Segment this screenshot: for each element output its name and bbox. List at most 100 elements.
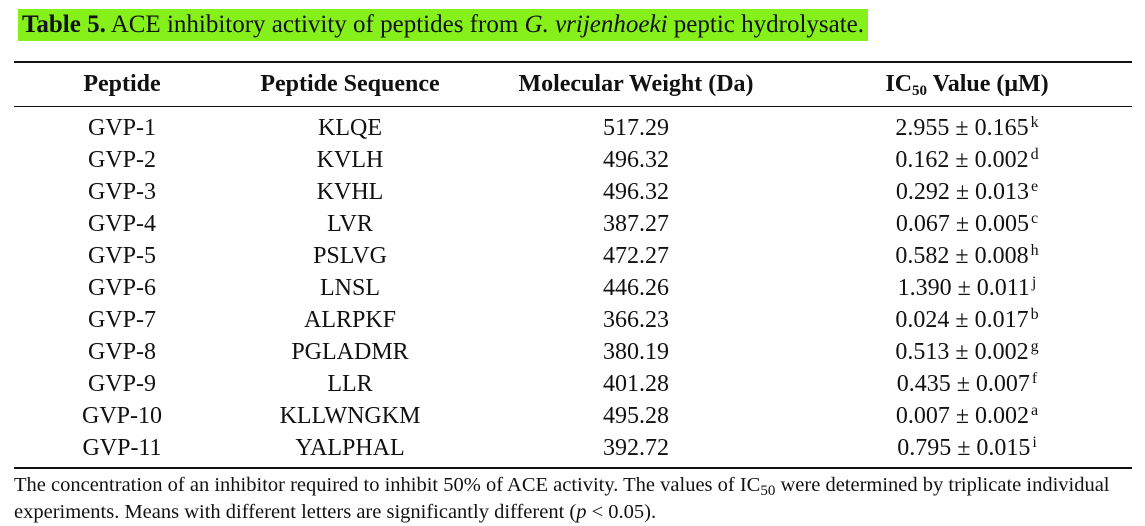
footnote-text-2: were determined by triplicate individual… — [14, 474, 1110, 523]
footnote-sub: 50 — [760, 483, 776, 499]
table-body: GVP-1 KLQE 517.29 2.955 ± 0.165 k GVP-2 KVLH 49… — [14, 112, 1132, 464]
footnote-text-3: < 0.05). — [586, 501, 657, 523]
cell-sequence: LLR — [327, 371, 373, 397]
cell-ic50: 0.162 ± 0.002 d — [802, 144, 1132, 176]
cell-ic50: 2.955 ± 0.165 k — [802, 112, 1132, 144]
cell-peptide: GVP-9 — [87, 371, 156, 397]
caption-text-before: ACE inhibitory activity of peptides from — [105, 11, 525, 38]
significance-letter: j — [1031, 274, 1037, 291]
significance-letter: d — [1030, 146, 1039, 163]
cell-ic50: 0.582 ± 0.008 h — [802, 240, 1132, 272]
cell-sequence: LVR — [327, 211, 373, 237]
cell-molecular-weight: 380.19 — [603, 339, 669, 365]
ic50-value: 0.024 ± 0.017 — [895, 307, 1029, 333]
table-row: GVP-1 KLQE 517.29 2.955 ± 0.165 k — [14, 112, 1132, 144]
cell-ic50: 0.795 ± 0.015 i — [802, 432, 1132, 464]
ic50-value: 2.955 ± 0.165 — [895, 115, 1029, 141]
header-ic50-sub: 50 — [912, 83, 928, 99]
table-row: GVP-10 KLLWNGKM 495.28 0.007 ± 0.002 a — [14, 400, 1132, 432]
cell-peptide: GVP-2 — [87, 147, 156, 173]
cell-sequence: KVHL — [316, 179, 384, 205]
table-row: GVP-7 ALRPKF 366.23 0.024 ± 0.017 b — [14, 304, 1132, 336]
significance-letter: i — [1032, 434, 1037, 451]
cell-ic50: 0.007 ± 0.002 a — [802, 400, 1132, 432]
cell-sequence: LNSL — [320, 275, 380, 301]
cell-peptide: GVP-7 — [87, 307, 156, 333]
cell-ic50: 0.435 ± 0.007 f — [802, 368, 1132, 400]
cell-peptide: GVP-1 — [87, 115, 156, 141]
caption-text-after: peptic hydrolysate. — [667, 11, 865, 38]
cell-peptide: GVP-6 — [87, 275, 156, 301]
cell-peptide: GVP-11 — [82, 435, 162, 461]
significance-letter: f — [1031, 370, 1038, 387]
cell-peptide: GVP-5 — [87, 243, 156, 269]
table-row: GVP-2 KVLH 496.32 0.162 ± 0.002 d — [14, 144, 1132, 176]
caption-highlight: Table 5. ACE inhibitory activity of pept… — [18, 9, 869, 41]
cell-peptide: GVP-4 — [87, 211, 156, 237]
table-row: GVP-4 LVR 387.27 0.067 ± 0.005 c — [14, 208, 1132, 240]
cell-sequence: KLQE — [318, 115, 382, 141]
caption-label: Table 5. — [22, 11, 106, 38]
ic50-value: 0.067 ± 0.005 — [895, 211, 1030, 237]
significance-letter: g — [1030, 338, 1039, 355]
cell-sequence: PGLADMR — [291, 339, 409, 365]
table-footnote: The concentration of an inhibitor requir… — [14, 472, 1134, 526]
table-row: GVP-5 PSLVG 472.27 0.582 ± 0.008 h — [14, 240, 1132, 272]
significance-letter: e — [1031, 178, 1039, 195]
cell-ic50: 0.292 ± 0.013 e — [802, 176, 1132, 208]
header-ic50-suffix: Value (μM) — [927, 71, 1049, 97]
table-row: GVP-6 LNSL 446.26 1.390 ± 0.011 j — [14, 272, 1132, 304]
cell-sequence: KLLWNGKM — [279, 403, 421, 429]
cell-molecular-weight: 472.27 — [603, 243, 669, 269]
header-peptide: Peptide — [83, 71, 161, 97]
footnote-p: p — [576, 501, 587, 523]
cell-molecular-weight: 446.26 — [603, 275, 669, 301]
ic50-value: 0.162 ± 0.002 — [895, 147, 1029, 173]
header-ic50: IC50 Value (μM) — [802, 63, 1132, 106]
cell-sequence: ALRPKF — [303, 307, 397, 333]
cell-molecular-weight: 495.28 — [603, 403, 669, 429]
bottom-rule — [14, 467, 1132, 469]
significance-letter: c — [1031, 210, 1039, 227]
header-rule — [14, 106, 1132, 107]
cell-ic50: 1.390 ± 0.011 j — [802, 272, 1132, 304]
header-sequence: Peptide Sequence — [260, 71, 440, 97]
ic50-value: 0.513 ± 0.002 — [895, 339, 1029, 365]
cell-ic50: 0.513 ± 0.002 g — [802, 336, 1132, 368]
ic50-value: 0.795 ± 0.015 — [897, 435, 1031, 461]
ic50-value: 0.435 ± 0.007 — [896, 371, 1030, 397]
significance-letter: a — [1031, 402, 1039, 419]
cell-sequence: YALPHAL — [295, 435, 405, 461]
table-header: Peptide Peptide Sequence Molecular Weigh… — [14, 63, 1132, 106]
significance-letter: h — [1030, 242, 1039, 259]
table-row: GVP-8 PGLADMR 380.19 0.513 ± 0.002 g — [14, 336, 1132, 368]
cell-peptide: GVP-10 — [81, 403, 162, 429]
header-molecular-weight: Molecular Weight (Da) — [518, 71, 754, 97]
cell-ic50: 0.024 ± 0.017 b — [802, 304, 1132, 336]
table-row: GVP-3 KVHL 496.32 0.292 ± 0.013 e — [14, 176, 1132, 208]
header-row: Peptide Peptide Sequence Molecular Weigh… — [14, 63, 1132, 106]
cell-molecular-weight: 392.72 — [603, 435, 669, 461]
cell-peptide: GVP-8 — [87, 339, 156, 365]
ic50-value: 0.007 ± 0.002 — [895, 403, 1030, 429]
table-row: GVP-9 LLR 401.28 0.435 ± 0.007 f — [14, 368, 1132, 400]
top-rule — [14, 61, 1132, 63]
header-ic50-prefix: IC — [885, 71, 913, 97]
cell-sequence: KVLH — [316, 147, 384, 173]
cell-molecular-weight: 401.28 — [603, 371, 669, 397]
significance-letter: b — [1030, 306, 1039, 323]
significance-letter: k — [1030, 114, 1039, 131]
cell-peptide: GVP-3 — [87, 179, 156, 205]
cell-molecular-weight: 387.27 — [603, 211, 669, 237]
table-row: GVP-11 YALPHAL 392.72 0.795 ± 0.015 i — [14, 432, 1132, 464]
ic50-value: 1.390 ± 0.011 — [897, 275, 1030, 301]
cell-molecular-weight: 517.29 — [603, 115, 669, 141]
cell-molecular-weight: 496.32 — [603, 179, 669, 205]
cell-molecular-weight: 496.32 — [603, 147, 669, 173]
caption-species: G. vrijenhoeki — [524, 11, 668, 38]
cell-ic50: 0.067 ± 0.005 c — [802, 208, 1132, 240]
cell-sequence: PSLVG — [313, 243, 387, 269]
table-caption: Table 5. ACE inhibitory activity of pept… — [14, 6, 874, 43]
ic50-value: 0.582 ± 0.008 — [895, 243, 1029, 269]
ic50-value: 0.292 ± 0.013 — [895, 179, 1030, 205]
